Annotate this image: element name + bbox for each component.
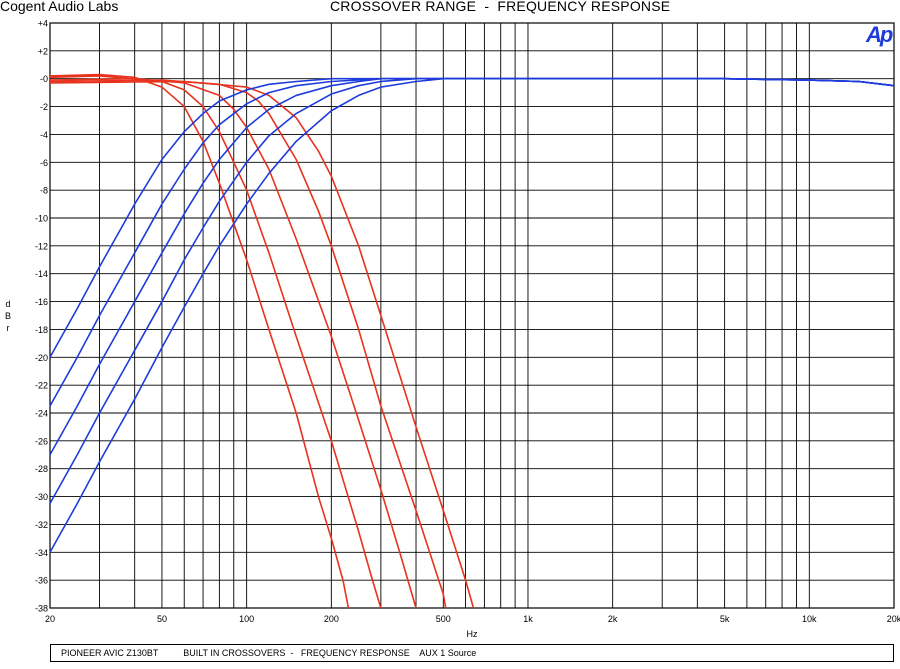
x-tick-label: 5k bbox=[720, 614, 730, 624]
high-pass-curve bbox=[49, 77, 895, 553]
lab-name: Cogent Audio Labs bbox=[0, 0, 119, 14]
x-tick-label: 20k bbox=[887, 614, 900, 624]
low-pass-curve bbox=[49, 73, 350, 609]
low-pass-curve bbox=[49, 77, 417, 609]
x-tick-label: 100 bbox=[239, 614, 254, 624]
y-axis-label-char: B bbox=[4, 311, 11, 321]
footer-device: PIONEER AVIC Z130BT bbox=[61, 648, 159, 658]
x-tick-label: 1k bbox=[523, 614, 533, 624]
high-pass-curve bbox=[49, 77, 895, 456]
y-tick-label: -22 bbox=[35, 381, 48, 391]
y-tick-label: -36 bbox=[35, 576, 48, 586]
y-tick-label: -32 bbox=[35, 520, 48, 530]
y-tick-label: +4 bbox=[38, 19, 48, 29]
y-tick-label: -16 bbox=[35, 297, 48, 307]
plot-frame bbox=[49, 22, 895, 609]
grid bbox=[49, 22, 895, 609]
chart-title: CROSSOVER RANGE - FREQUENCY RESPONSE bbox=[330, 0, 671, 14]
ap-logo: Ap bbox=[866, 22, 893, 47]
y-tick-label: -14 bbox=[35, 269, 48, 279]
x-axis-label: Hz bbox=[467, 629, 478, 639]
y-tick-label: -30 bbox=[35, 492, 48, 502]
x-tick-label: 2k bbox=[608, 614, 618, 624]
y-tick-label: +2 bbox=[38, 46, 48, 56]
y-tick-label: -6 bbox=[40, 158, 48, 168]
y-tick-label: -8 bbox=[40, 186, 48, 196]
low-pass-curve bbox=[49, 80, 475, 609]
y-tick-label: -38 bbox=[35, 604, 48, 614]
y-axis-label-char: r bbox=[6, 323, 10, 333]
x-tick-label: 500 bbox=[436, 614, 451, 624]
low-pass-curve bbox=[49, 79, 447, 609]
x-tick-labels: 20 50 100 200 500 1k 2k 5k 10k 20k bbox=[45, 614, 900, 624]
footer-description: BUILT IN CROSSOVERS - FREQUENCY RESPONSE… bbox=[183, 648, 477, 658]
y-tick-label: -18 bbox=[35, 325, 48, 335]
y-tick-label: -4 bbox=[40, 130, 48, 140]
x-tick-label: 50 bbox=[157, 614, 167, 624]
x-tick-label: 200 bbox=[324, 614, 339, 624]
y-tick-label: -12 bbox=[35, 241, 48, 251]
y-tick-label: -2 bbox=[40, 102, 48, 112]
y-tick-label: -28 bbox=[35, 464, 48, 474]
y-axis-label: d B r bbox=[2, 298, 14, 334]
y-tick-label: -34 bbox=[35, 548, 48, 558]
y-tick-labels: +4 +2 -0 -2 -4 -6 -8 -10 -12 -14 -16 -18 -20 -22 -24 -2… bbox=[35, 19, 48, 614]
y-axis-label-char: d bbox=[5, 299, 11, 309]
y-tick-label: -20 bbox=[35, 353, 48, 363]
response-curves bbox=[49, 73, 895, 609]
low-pass-curve bbox=[49, 75, 382, 609]
y-tick-label: -10 bbox=[35, 214, 48, 224]
footer-caption: PIONEER AVIC Z130BT BUILT IN CROSSOVERS … bbox=[50, 644, 894, 662]
x-tick-label: 10k bbox=[802, 614, 817, 624]
y-tick-label: -24 bbox=[35, 409, 48, 419]
y-tick-label: -0 bbox=[40, 74, 48, 84]
x-tick-label: 20 bbox=[45, 614, 55, 624]
y-tick-label: -26 bbox=[35, 436, 48, 446]
